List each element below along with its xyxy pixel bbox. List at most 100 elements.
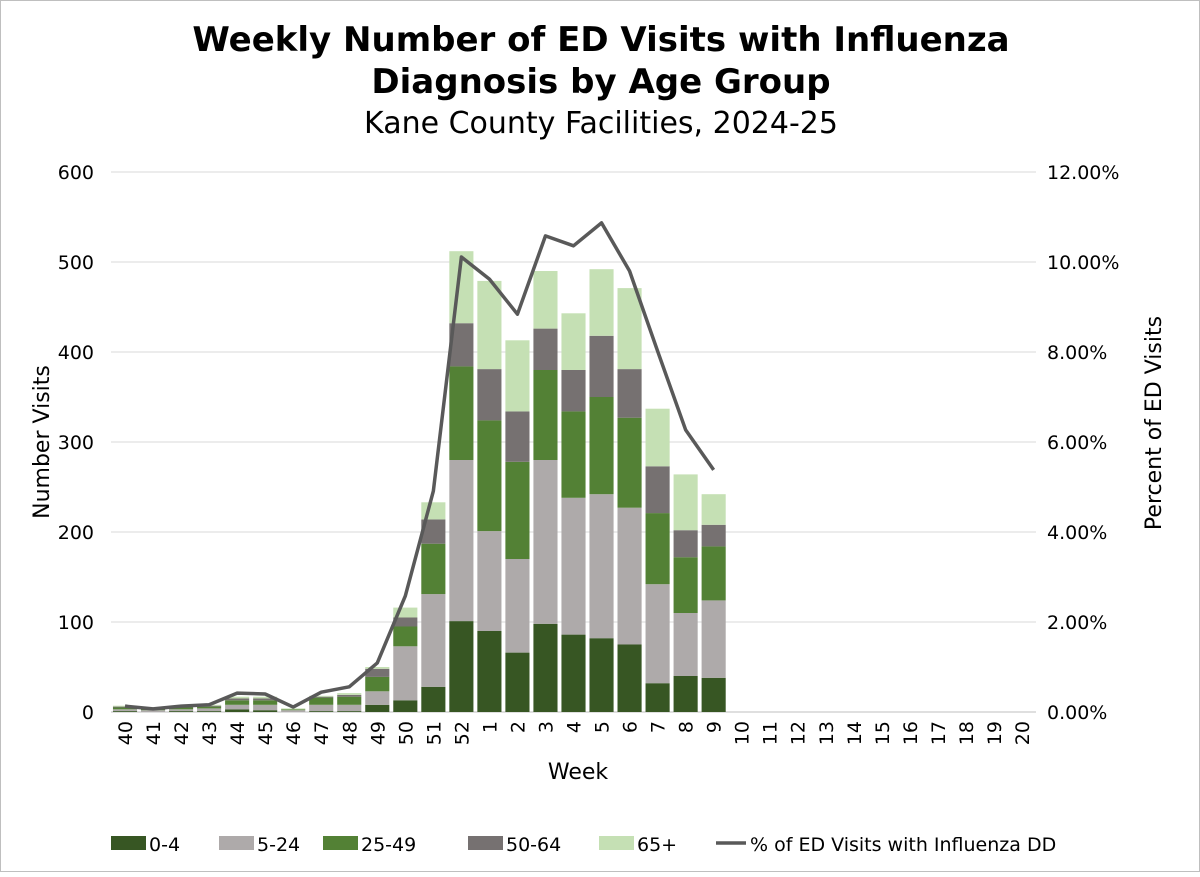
y-tick-label: 300: [58, 432, 94, 454]
legend-swatch-5-24: [219, 836, 254, 850]
y-tick-label: 500: [58, 252, 94, 274]
x-tick-label: 16: [900, 721, 922, 745]
legend-label: 50-64: [506, 834, 561, 856]
bar-50-64-week-4: [561, 370, 585, 411]
bar-0-4-week-8: [674, 676, 698, 712]
x-tick-label: 19: [984, 721, 1006, 745]
x-tick-label: 12: [788, 721, 810, 745]
y2-axis-title: Percent of ED Visits: [1142, 316, 1167, 530]
bar-0-4-week-4: [561, 635, 585, 712]
x-tick-label: 48: [339, 721, 361, 745]
bar-0-4-week-1: [477, 631, 501, 712]
bar-5-24-week-7: [646, 584, 670, 683]
chart-title-line-1: Weekly Number of ED Visits with Influenz…: [192, 20, 1009, 60]
bar-0-4-week-5: [589, 638, 613, 712]
bar-50-64-week-2: [505, 411, 529, 461]
bar-0-4-week-9: [702, 678, 726, 712]
bar-0-4-week-6: [618, 645, 642, 713]
x-tick-label: 45: [255, 721, 277, 745]
x-tick-label: 49: [367, 721, 389, 745]
x-tick-label: 10: [732, 721, 754, 745]
bar-50-64-week-7: [646, 466, 670, 513]
bar-0-4-week-47: [309, 711, 333, 712]
bar-65+-week-4: [561, 313, 585, 370]
bar-25-49-week-1: [477, 420, 501, 531]
x-tick-label: 13: [816, 721, 838, 745]
bar-50-64-week-5: [589, 336, 613, 397]
x-tick-label: 3: [535, 721, 557, 733]
x-tick-label: 41: [143, 721, 165, 745]
bar-25-49-week-9: [702, 546, 726, 600]
bar-25-49-week-49: [365, 677, 389, 691]
bar-0-4-week-40: [113, 711, 137, 712]
x-tick-label: 15: [872, 721, 894, 745]
bar-5-24-week-40: [113, 709, 137, 711]
x-tick-label: 51: [423, 721, 445, 745]
legend-swatch-50-64: [468, 836, 503, 850]
x-tick-label: 42: [171, 721, 193, 745]
bar-65+-week-7: [646, 409, 670, 467]
bar-0-4-week-43: [197, 711, 221, 712]
y-tick-label: 400: [58, 342, 94, 364]
x-tick-label: 1: [479, 721, 501, 733]
y2-tick-label: 8.00%: [1047, 342, 1107, 364]
bar-25-49-week-6: [618, 418, 642, 508]
legend-label: 25-49: [361, 834, 416, 856]
y2-tick-label: 2.00%: [1047, 612, 1107, 634]
x-tick-label: 2: [507, 721, 529, 733]
bar-0-4-week-48: [337, 711, 361, 712]
x-tick-label: 18: [956, 721, 978, 745]
bar-65+-week-3: [533, 271, 557, 329]
bar-5-24-week-8: [674, 613, 698, 676]
x-axis-title: Week: [548, 760, 609, 785]
x-tick-label: 46: [283, 721, 305, 745]
bar-25-49-week-46: [281, 709, 305, 710]
bar-0-4-week-3: [533, 624, 557, 712]
x-tick-label: 20: [1012, 721, 1034, 745]
bar-25-49-week-48: [337, 697, 361, 705]
bar-25-49-week-4: [561, 411, 585, 497]
bar-65+-week-5: [589, 269, 613, 336]
x-tick-label: 9: [704, 721, 726, 733]
bar-50-64-week-8: [674, 530, 698, 557]
bar-25-49-week-2: [505, 462, 529, 559]
legend-swatch-25-49: [323, 836, 358, 850]
bar-25-49-week-47: [309, 698, 333, 705]
bar-65+-week-48: [337, 693, 361, 695]
y-tick-label: 600: [58, 162, 94, 184]
bar-5-24-week-51: [421, 594, 445, 687]
bar-0-4-week-49: [365, 705, 389, 712]
y2-tick-label: 0.00%: [1047, 702, 1107, 724]
x-tick-label: 52: [451, 721, 473, 745]
x-tick-label: 6: [620, 721, 642, 733]
y-axis-title: Number Visits: [30, 365, 55, 519]
chart-title-line-2: Diagnosis by Age Group: [371, 62, 830, 102]
x-tick-label: 40: [115, 721, 137, 745]
bar-50-64-week-1: [477, 369, 501, 420]
y-tick-label: 100: [58, 612, 94, 634]
x-tick-label: 11: [760, 721, 782, 745]
bar-50-64-week-48: [337, 695, 361, 697]
y2-tick-label: 10.00%: [1047, 252, 1119, 274]
bar-65+-week-2: [505, 340, 529, 411]
bar-5-24-week-48: [337, 705, 361, 711]
bar-5-24-week-44: [225, 705, 249, 710]
legend-swatch-0-4: [111, 836, 146, 850]
bar-5-24-week-9: [702, 600, 726, 677]
bar-50-64-week-6: [618, 369, 642, 418]
x-tick-label: 17: [928, 721, 950, 745]
bar-5-24-week-42: [169, 709, 193, 711]
bar-5-24-week-52: [449, 460, 473, 621]
x-tick-label: 14: [844, 721, 866, 745]
bar-0-4-week-51: [421, 687, 445, 712]
bar-50-64-week-44: [225, 699, 249, 701]
legend-swatch-65+: [599, 836, 634, 850]
bar-5-24-week-43: [197, 708, 221, 711]
bar-25-49-week-50: [393, 627, 417, 647]
bar-25-49-week-45: [253, 700, 277, 705]
chart-subtitle: Kane County Facilities, 2024-25: [364, 106, 838, 141]
x-tick-label: 47: [311, 721, 333, 745]
